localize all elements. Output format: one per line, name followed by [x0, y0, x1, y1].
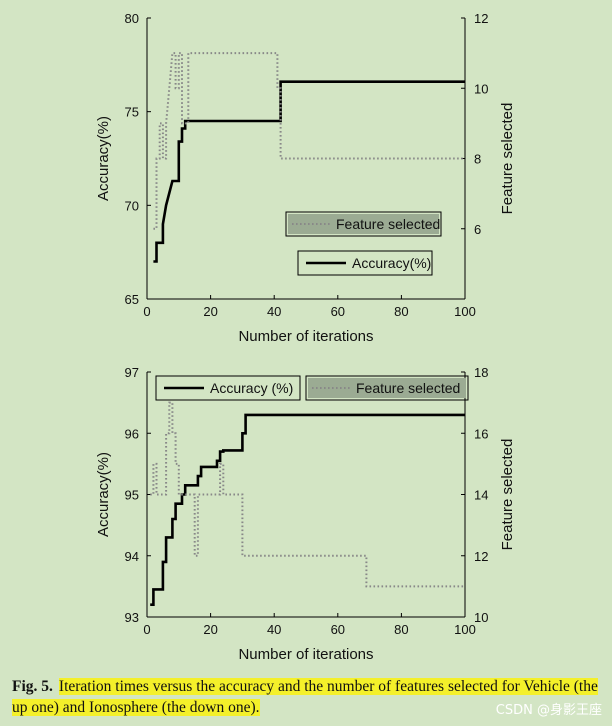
right-y-tick-label: 12: [474, 11, 488, 26]
right-axis-title: Feature selected: [499, 103, 516, 215]
feature-selected-line: [153, 52, 465, 230]
left-y-tick-label: 95: [125, 488, 139, 503]
x-tick-label: 60: [331, 304, 345, 319]
right-y-tick-label: 10: [474, 81, 488, 96]
x-tick-label: 80: [394, 304, 408, 319]
right-y-tick-label: 10: [474, 610, 488, 625]
x-tick-label: 40: [267, 622, 281, 637]
legend-fill: [288, 214, 439, 234]
left-y-tick-label: 70: [125, 198, 139, 213]
x-tick-label: 100: [454, 622, 476, 637]
right-y-tick-label: 14: [474, 488, 488, 503]
x-tick-label: 0: [143, 304, 150, 319]
accuracy-line: [153, 80, 465, 263]
left-y-tick-label: 97: [125, 365, 139, 380]
ionosphere-chart: 0 20 40 60 80 100 93 94 95 96 97 10 12 14 16 18 Number o…: [95, 365, 516, 663]
right-y-tick-label: 16: [474, 426, 488, 441]
left-y-tick-label: 65: [125, 292, 139, 307]
legend-frame: [297, 250, 433, 276]
legend-label: Feature selected: [356, 380, 460, 396]
legend-label: Feature selected: [336, 216, 440, 232]
left-y-tick-label: 80: [125, 11, 139, 26]
x-tick-label: 20: [203, 622, 217, 637]
legend-box: Feature selected: [305, 375, 469, 401]
figure-caption: Fig. 5. Iteration times versus the accura…: [12, 676, 602, 718]
left-axis-title: Accuracy(%): [95, 452, 112, 537]
vehicle-chart: 0 20 40 60 80 100 65 70 75 80 6 8 10 12 Number of iter…: [95, 11, 516, 345]
left-axis-title: Accuracy(%): [95, 116, 112, 201]
legend-fill: [308, 378, 466, 398]
x-tick-label: 60: [331, 622, 345, 637]
legend-label: Accuracy (%): [210, 380, 293, 396]
legend-frame: [155, 375, 301, 401]
right-y-tick-label: 6: [474, 222, 481, 237]
x-tick-label: 100: [454, 304, 476, 319]
left-y-tick-label: 96: [125, 426, 139, 441]
left-y-tick-label: 93: [125, 610, 139, 625]
x-tick-label: 40: [267, 304, 281, 319]
x-tick-label: 0: [143, 622, 150, 637]
left-y-tick-label: 94: [125, 549, 139, 564]
legend-box: Accuracy(%): [297, 250, 433, 276]
right-y-tick-label: 18: [474, 365, 488, 380]
left-y-tick-label: 75: [125, 105, 139, 120]
x-axis-title: Number of iterations: [238, 328, 373, 345]
legend-label: Accuracy(%): [352, 255, 431, 271]
legend-frame: [285, 211, 442, 237]
x-tick-label: 20: [203, 304, 217, 319]
right-axis-title: Feature selected: [499, 439, 516, 551]
feature-selected-line: [150, 401, 465, 588]
right-y-tick-label: 8: [474, 152, 481, 167]
x-tick-label: 80: [394, 622, 408, 637]
legend-box: Accuracy (%): [155, 375, 301, 401]
accuracy-line: [150, 413, 465, 607]
legend-frame: [305, 375, 469, 401]
legend-box: Feature selected: [285, 211, 442, 237]
right-y-tick-label: 12: [474, 549, 488, 564]
x-axis-title: Number of iterations: [238, 646, 373, 663]
watermark: CSDN @身影王座: [495, 703, 602, 718]
caption-label: Fig. 5.: [12, 678, 53, 695]
